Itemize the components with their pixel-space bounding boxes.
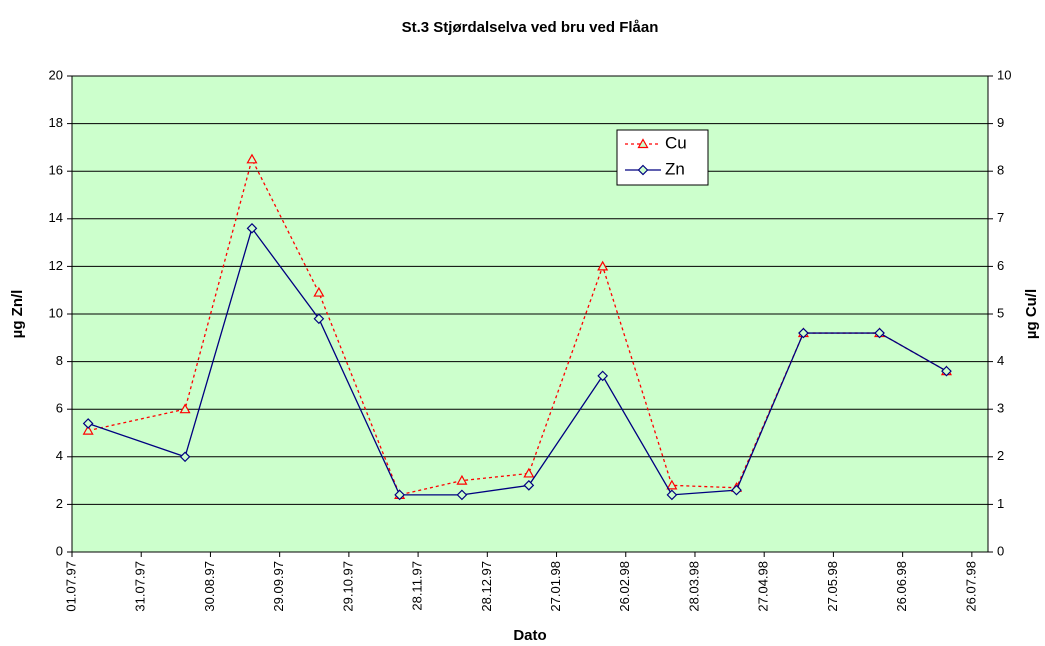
x-tick-label: 27.04.98 [756, 561, 771, 612]
data-point [798, 327, 809, 339]
y2-tick-label: 5 [997, 305, 1004, 320]
data-point [731, 484, 742, 496]
x-axis-label: Dato [513, 627, 546, 644]
data-point [941, 365, 952, 377]
x-tick-label: 01.07.97 [63, 561, 78, 612]
x-tick-label: 29.09.97 [271, 561, 286, 612]
chart-title: St.3 Stjørdalselva ved bru ved Flåan [402, 19, 659, 36]
data-point [523, 480, 535, 491]
data-point [874, 327, 885, 339]
data-point [246, 222, 258, 234]
data-point [666, 479, 678, 490]
x-tick-label: 31.07.97 [133, 561, 148, 612]
x-tick-label: 30.08.97 [202, 561, 217, 612]
x-tick-label: 27.05.98 [825, 561, 840, 612]
x-tick-label: 26.07.98 [963, 561, 978, 612]
y2-tick-label: 2 [997, 448, 1004, 463]
data-point [313, 286, 325, 297]
data-point [666, 489, 678, 501]
data-point [179, 403, 191, 414]
y-tick-label: 2 [56, 496, 63, 511]
y-tick-label: 8 [56, 353, 63, 368]
x-tick-label: 29.10.97 [340, 561, 355, 612]
y-tick-label: 18 [49, 115, 63, 130]
y-tick-label: 12 [49, 258, 63, 273]
y2-axis-label: µg Cu/l [1023, 289, 1040, 339]
x-tick-label: 28.03.98 [686, 561, 701, 612]
y-tick-label: 4 [56, 448, 63, 463]
legend-label: Cu [665, 133, 687, 152]
data-point [523, 467, 535, 478]
x-tick-label: 26.02.98 [617, 561, 632, 612]
y2-tick-label: 1 [997, 496, 1004, 511]
data-point [394, 489, 405, 501]
y-tick-label: 0 [56, 543, 63, 558]
legend-marker [637, 138, 649, 149]
y2-tick-label: 9 [997, 115, 1004, 130]
y-tick-label: 10 [49, 305, 63, 320]
x-tick-label: 28.11.97 [410, 561, 425, 611]
data-point [82, 418, 94, 429]
y2-tick-label: 7 [997, 210, 1004, 225]
y-tick-label: 20 [49, 67, 63, 82]
legend [616, 129, 709, 186]
legend-label: Zn [665, 159, 685, 178]
data-point [456, 474, 468, 485]
y2-tick-label: 0 [997, 543, 1004, 558]
data-point [82, 424, 94, 435]
y-axis-label: µg Zn/l [9, 290, 26, 339]
data-point [313, 313, 325, 325]
data-point [246, 153, 258, 164]
y2-tick-label: 4 [997, 353, 1004, 368]
y-tick-label: 6 [56, 401, 63, 416]
legend-marker [637, 164, 649, 176]
data-point [597, 260, 609, 271]
y2-tick-label: 6 [997, 258, 1004, 273]
data-point [597, 370, 609, 382]
x-tick-label: 28.12.97 [479, 561, 494, 612]
data-point [179, 451, 191, 463]
y2-tick-label: 8 [997, 163, 1004, 178]
y2-tick-label: 3 [997, 401, 1004, 416]
x-tick-label: 27.01.98 [548, 561, 563, 612]
y2-tick-label: 10 [997, 67, 1011, 82]
x-tick-label: 26.06.98 [894, 561, 909, 612]
y-tick-label: 16 [49, 163, 63, 178]
data-point [456, 489, 468, 501]
y-tick-label: 14 [49, 210, 63, 225]
